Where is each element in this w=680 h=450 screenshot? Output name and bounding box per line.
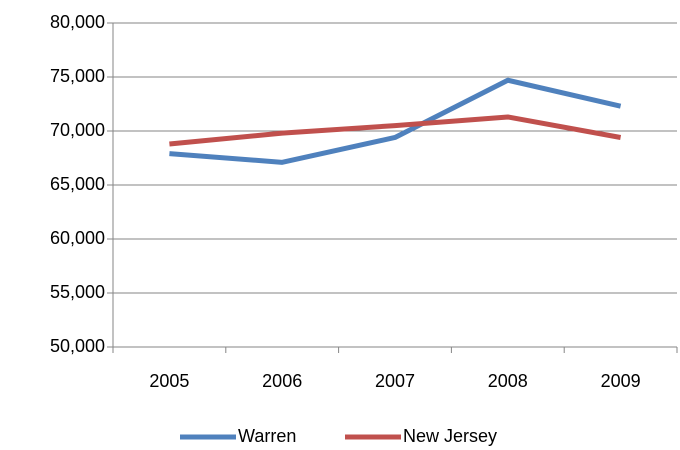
legend-label: Warren — [238, 426, 296, 446]
series-line — [169, 114, 622, 147]
x-tick-label: 2006 — [262, 371, 302, 391]
y-tick-label: 80,000 — [50, 12, 105, 32]
x-tick-label: 2009 — [601, 371, 641, 391]
y-tick-label: 65,000 — [50, 174, 105, 194]
x-tick-label: 2005 — [149, 371, 189, 391]
y-tick-label: 60,000 — [50, 228, 105, 248]
y-tick-label: 50,000 — [50, 336, 105, 356]
legend-label: New Jersey — [403, 426, 497, 446]
series-line — [169, 77, 622, 165]
x-tick-label: 2007 — [375, 371, 415, 391]
y-tick-label: 70,000 — [50, 120, 105, 140]
x-tick-label: 2008 — [488, 371, 528, 391]
y-tick-label: 55,000 — [50, 282, 105, 302]
y-tick-label: 75,000 — [50, 66, 105, 86]
